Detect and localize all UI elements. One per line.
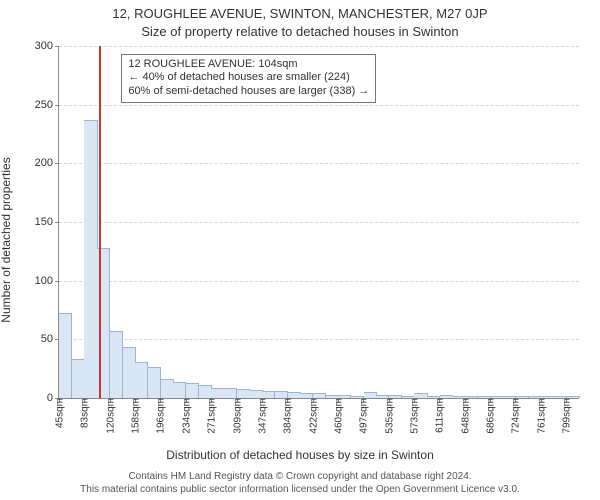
histogram-bar: [186, 383, 199, 398]
x-tick-label: 422sqm: [306, 398, 319, 434]
gridline: [59, 46, 579, 47]
histogram-bar: [72, 359, 85, 398]
x-tick-label: 724sqm: [509, 398, 522, 434]
histogram-bar: [275, 391, 288, 398]
y-axis-label: Number of detached properties: [0, 157, 13, 322]
x-tick-label: 799sqm: [560, 398, 573, 434]
x-tick-label: 460sqm: [331, 398, 344, 434]
x-axis-label: Distribution of detached houses by size …: [0, 448, 600, 462]
footer-line1: Contains HM Land Registry data © Crown c…: [128, 471, 471, 482]
x-tick-label: 761sqm: [534, 398, 547, 434]
histogram-bar: [84, 120, 97, 398]
histogram-bar: [262, 391, 275, 398]
gridline: [59, 163, 579, 164]
y-tick-label: 150: [35, 216, 59, 228]
x-tick-label: 45sqm: [53, 398, 66, 428]
chart-container: 12, ROUGHLEE AVENUE, SWINTON, MANCHESTER…: [0, 0, 600, 500]
title-address: 12, ROUGHLEE AVENUE, SWINTON, MANCHESTER…: [0, 6, 600, 21]
histogram-bar: [173, 382, 186, 398]
histogram-bar: [135, 362, 148, 398]
x-tick-label: 234sqm: [179, 398, 192, 434]
gridline: [59, 281, 579, 282]
x-tick-label: 347sqm: [255, 398, 268, 434]
y-tick-label: 50: [41, 333, 59, 345]
histogram-bar: [123, 347, 136, 398]
annotation-line1: 12 ROUGHLEE AVENUE: 104sqm: [128, 58, 297, 70]
title-subtitle: Size of property relative to detached ho…: [0, 24, 600, 39]
x-tick-label: 196sqm: [154, 398, 167, 434]
x-tick-label: 384sqm: [281, 398, 294, 434]
annotation-line2: ← 40% of detached houses are smaller (22…: [128, 71, 349, 83]
footer-attribution: Contains HM Land Registry data © Crown c…: [0, 471, 600, 496]
x-tick-label: 611sqm: [433, 398, 446, 433]
y-tick-label: 250: [35, 99, 59, 111]
histogram-bar: [237, 389, 250, 398]
histogram-bar: [224, 388, 237, 398]
subject-marker-line: [99, 46, 101, 398]
x-tick-label: 686sqm: [484, 398, 497, 434]
y-tick-label: 300: [35, 40, 59, 52]
histogram-bar: [59, 313, 72, 398]
x-tick-label: 648sqm: [458, 398, 471, 434]
x-tick-label: 309sqm: [230, 398, 243, 434]
x-tick-label: 83sqm: [78, 398, 91, 428]
y-tick-label: 200: [35, 157, 59, 169]
x-tick-label: 497sqm: [357, 398, 370, 434]
histogram-bar: [148, 367, 161, 399]
histogram-bar: [249, 390, 262, 398]
x-tick-label: 271sqm: [205, 398, 218, 434]
gridline: [59, 339, 579, 340]
gridline: [59, 222, 579, 223]
footer-line2: This material contains public sector inf…: [80, 484, 520, 495]
y-tick-label: 100: [35, 275, 59, 287]
plot-area: 05010015020025030045sqm83sqm120sqm158sqm…: [58, 46, 579, 399]
gridline: [59, 105, 579, 106]
x-tick-label: 573sqm: [408, 398, 421, 434]
histogram-bar: [110, 331, 123, 398]
histogram-bar: [211, 388, 224, 398]
histogram-bar: [199, 385, 212, 398]
x-tick-label: 120sqm: [103, 398, 116, 434]
x-tick-label: 535sqm: [382, 398, 395, 434]
annotation-box: 12 ROUGHLEE AVENUE: 104sqm← 40% of detac…: [121, 54, 376, 103]
annotation-line3: 60% of semi-detached houses are larger (…: [128, 85, 369, 97]
x-tick-label: 158sqm: [129, 398, 142, 434]
histogram-bar: [161, 379, 174, 398]
